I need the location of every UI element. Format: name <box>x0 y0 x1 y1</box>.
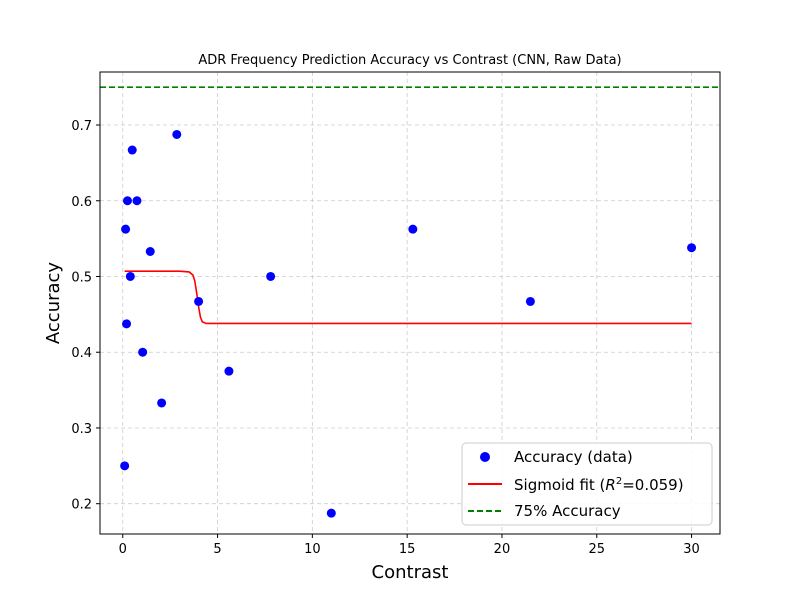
x-tick-label: 0 <box>119 542 127 557</box>
plot-frame <box>99 71 721 535</box>
data-point <box>157 398 167 408</box>
plot-layer <box>100 86 720 518</box>
chart-title: ADR Frequency Prediction Accuracy vs Con… <box>198 53 621 68</box>
data-point <box>326 508 336 518</box>
x-tick-label: 5 <box>213 542 221 557</box>
data-point <box>138 347 148 357</box>
x-tick-label: 25 <box>588 542 605 557</box>
data-point <box>125 271 135 281</box>
data-point <box>687 243 697 253</box>
data-point <box>224 366 234 376</box>
y-axis-label: Accuracy <box>43 262 64 345</box>
data-point <box>194 296 204 306</box>
tick-layer: 0 5 10 15 20 25 30 0.2 0.3 0.4 0.5 0.6 0.7 <box>71 119 700 557</box>
legend-label-accuracy: Accuracy (data) <box>514 448 633 466</box>
legend-box <box>461 442 713 526</box>
y-tick-label: 0.7 <box>71 119 92 134</box>
y-tick-label: 0.3 <box>71 422 92 437</box>
x-axis-label: Contrast <box>372 562 449 583</box>
y-tick-label: 0.5 <box>71 270 92 285</box>
data-point <box>122 319 132 329</box>
data-point <box>266 271 276 281</box>
y-tick-label: 0.2 <box>71 498 92 513</box>
data-point <box>525 296 535 306</box>
data-point <box>145 246 155 256</box>
data-point <box>120 461 130 471</box>
y-tick-label: 0.4 <box>71 346 92 361</box>
grid-layer <box>100 72 720 534</box>
y-tick-label: 0.6 <box>71 195 92 210</box>
legend-label-threshold: 75% Accuracy <box>514 502 621 520</box>
x-tick-label: 30 <box>683 542 700 557</box>
legend-marker-accuracy <box>480 452 490 462</box>
sigmoid-fit-line <box>124 270 692 325</box>
data-point <box>122 196 132 206</box>
legend: Accuracy (data) Sigmoid fit (R2=0.059) 7… <box>461 442 713 526</box>
data-point <box>172 129 182 139</box>
data-point <box>408 224 418 234</box>
data-point <box>132 196 142 206</box>
x-tick-label: 20 <box>494 542 511 557</box>
x-tick-label: 10 <box>304 542 321 557</box>
data-point <box>121 224 131 234</box>
legend-label-sigmoid: Sigmoid fit (R2=0.059) <box>514 476 684 494</box>
data-point <box>127 145 137 155</box>
x-tick-label: 15 <box>399 542 416 557</box>
